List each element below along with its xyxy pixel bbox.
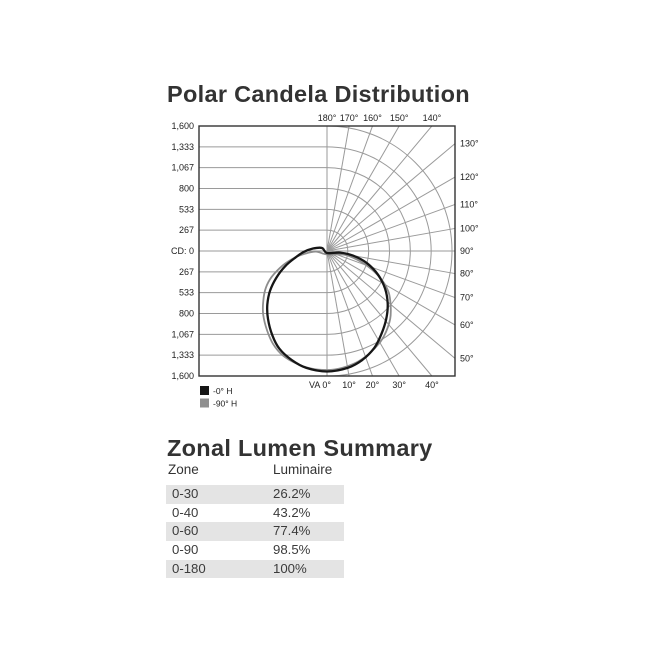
axis-label: 267 bbox=[179, 267, 194, 277]
radial-gridline bbox=[326, 203, 456, 252]
series-curve-1 bbox=[261, 250, 392, 371]
candela-arc bbox=[326, 167, 411, 335]
axis-label: 150° bbox=[390, 113, 409, 123]
luminaire-cell: 77.4% bbox=[273, 523, 311, 539]
table-row: 0-180 100% bbox=[166, 559, 344, 579]
axis-label: 30° bbox=[392, 380, 406, 390]
zonal-lumen-table: Zone Luminaire 0-30 26.2% 0-40 43.2% 0-6… bbox=[166, 462, 344, 579]
radial-gridline bbox=[326, 125, 400, 252]
radial-gridline bbox=[326, 125, 433, 252]
table-row: 0-60 77.4% bbox=[166, 522, 344, 542]
axis-label: 1,067 bbox=[171, 163, 194, 173]
table-row: 0-30 26.2% bbox=[166, 485, 344, 504]
axis-label: 800 bbox=[179, 184, 194, 194]
radial-gridline bbox=[326, 176, 456, 252]
axis-label: 170° bbox=[340, 113, 359, 123]
polar-candela-chart: 1,600 1,333 1,067 800 533 267 CD: 0 267 533 800 1,… bbox=[148, 108, 493, 420]
zone-cell: 0-60 bbox=[172, 523, 199, 539]
radial-gridline bbox=[326, 250, 373, 377]
luminaire-cell: 100% bbox=[273, 560, 307, 576]
axis-label: 60° bbox=[460, 320, 474, 330]
axis-label: 180° bbox=[318, 113, 337, 123]
axis-label: 20° bbox=[366, 380, 380, 390]
axis-label: 160° bbox=[363, 113, 382, 123]
radial-gridline bbox=[326, 227, 456, 252]
legend-label: -90° H bbox=[213, 399, 237, 409]
polar-chart-title: Polar Candela Distribution bbox=[167, 81, 470, 107]
radial-gridline bbox=[326, 250, 433, 377]
candela-arc bbox=[326, 146, 432, 356]
axis-label: 70° bbox=[460, 293, 474, 303]
axis-label: 90° bbox=[460, 246, 474, 256]
axis-label: 130° bbox=[460, 139, 479, 149]
axis-label: 10° bbox=[342, 380, 356, 390]
table-header-row: Zone Luminaire bbox=[166, 462, 344, 485]
radial-gridline bbox=[326, 250, 456, 326]
axis-label: VA 0° bbox=[309, 380, 331, 390]
radial-gridline bbox=[326, 250, 456, 299]
candela-arc bbox=[326, 208, 370, 294]
axis-label: 800 bbox=[179, 309, 194, 319]
zonal-summary-title: Zonal Lumen Summary bbox=[167, 435, 433, 461]
axis-label: 140° bbox=[423, 113, 442, 123]
legend-label: -0° H bbox=[213, 386, 232, 396]
luminaire-cell: 98.5% bbox=[273, 542, 311, 558]
polar-chart-svg: 1,600 1,333 1,067 800 533 267 CD: 0 267 533 800 1,… bbox=[171, 113, 479, 409]
axis-label: 533 bbox=[179, 288, 194, 298]
zone-cell: 0-30 bbox=[172, 486, 199, 501]
axis-label: 50° bbox=[460, 353, 474, 363]
luminaire-column-header: Luminaire bbox=[273, 462, 333, 477]
axis-label: 1,067 bbox=[171, 329, 194, 339]
axis-label: 1,600 bbox=[171, 121, 194, 131]
axis-label: 533 bbox=[179, 204, 194, 214]
axis-label: 110° bbox=[460, 199, 478, 209]
legend-swatch bbox=[200, 386, 209, 395]
radial-gridline bbox=[326, 250, 400, 377]
zone-cell: 0-90 bbox=[172, 542, 199, 558]
candela-arc bbox=[326, 229, 349, 273]
axis-label: 1,333 bbox=[171, 142, 194, 152]
luminaire-cell: 43.2% bbox=[273, 504, 311, 520]
axis-label: 80° bbox=[460, 269, 474, 279]
candela-arc bbox=[326, 188, 390, 314]
axis-label: 100° bbox=[460, 223, 479, 233]
axis-label: 1,333 bbox=[171, 350, 194, 360]
zone-column-header: Zone bbox=[168, 462, 199, 477]
axis-label: 267 bbox=[179, 225, 194, 235]
axis-label: CD: 0 bbox=[171, 246, 194, 256]
axis-label: 1,600 bbox=[171, 371, 194, 381]
candela-arc bbox=[326, 125, 453, 377]
table-row: 0-90 98.5% bbox=[166, 541, 344, 560]
legend-swatch bbox=[200, 398, 209, 408]
zone-cell: 0-180 bbox=[172, 560, 206, 576]
plot-border bbox=[198, 125, 456, 377]
luminaire-cell: 26.2% bbox=[273, 486, 311, 501]
zone-cell: 0-40 bbox=[172, 504, 199, 520]
axis-label: 120° bbox=[460, 172, 479, 182]
radial-gridline bbox=[326, 125, 373, 252]
table-row: 0-40 43.2% bbox=[166, 504, 344, 523]
axis-label: 40° bbox=[425, 380, 439, 390]
series-curve-0 bbox=[266, 246, 389, 373]
